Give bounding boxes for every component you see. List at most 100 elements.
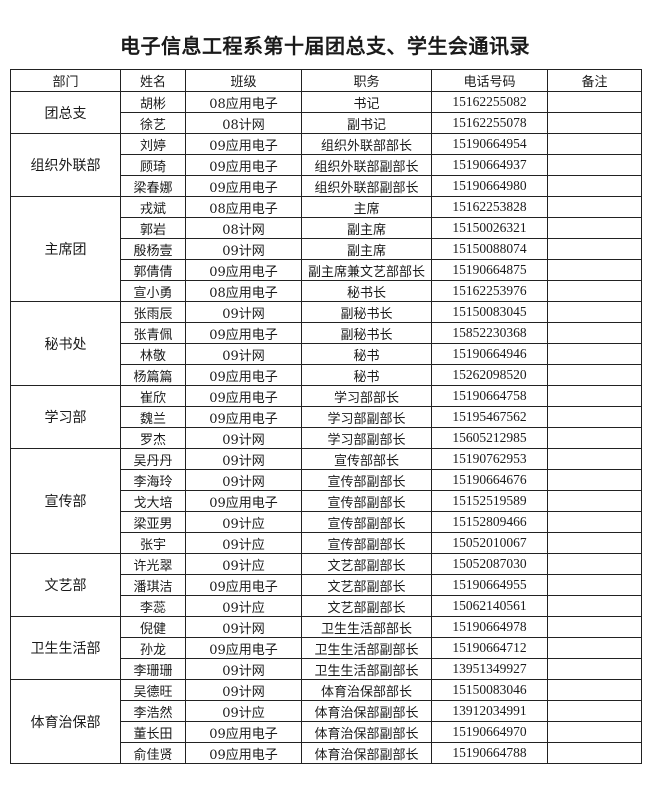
- note-cell: [547, 427, 642, 449]
- name-cell: 顾琦: [120, 154, 186, 176]
- name-cell: 罗杰: [120, 427, 186, 449]
- name-cell: 胡彬: [120, 91, 186, 113]
- note-cell: [547, 217, 642, 239]
- table-row: 宣小勇 08应用电子 秘书长 15162253976: [11, 280, 642, 302]
- name-cell: 倪健: [120, 616, 186, 638]
- name-cell: 吴德旺: [120, 679, 186, 701]
- header-class: 班级: [185, 69, 302, 92]
- table-row: 杨篇篇 09应用电子 秘书 15262098520: [11, 364, 642, 386]
- note-cell: [547, 343, 642, 365]
- note-cell: [547, 280, 642, 302]
- note-cell: [547, 595, 642, 617]
- class-cell: 08计网: [185, 217, 302, 239]
- phone-cell: 15190664676: [431, 469, 548, 491]
- phone-cell: 15190664946: [431, 343, 548, 365]
- role-cell: 卫生生活部副部长: [301, 658, 432, 680]
- note-cell: [547, 742, 642, 764]
- class-cell: 09应用电子: [185, 133, 302, 155]
- name-cell: 李海玲: [120, 469, 186, 491]
- name-cell: 崔欣: [120, 385, 186, 407]
- table-row: 学习部 崔欣 09应用电子 学习部部长 15190664758: [10, 385, 642, 449]
- role-cell: 书记: [301, 91, 432, 113]
- class-cell: 09应用电子: [185, 742, 302, 764]
- phone-cell: 15190664788: [431, 742, 548, 764]
- class-cell: 08应用电子: [185, 280, 302, 302]
- phone-cell: 15052087030: [431, 553, 548, 575]
- phone-cell: 15190664712: [431, 637, 548, 659]
- phone-cell: 15190664758: [431, 385, 548, 407]
- name-cell: 张青佩: [120, 322, 186, 344]
- name-cell: 戎斌: [120, 196, 186, 218]
- name-cell: 梁春娜: [120, 175, 186, 197]
- role-cell: 学习部副部长: [301, 427, 432, 449]
- phone-cell: 15190664937: [431, 154, 548, 176]
- contact-table: 部门 姓名 班级 职务 电话号码 备注 团总支 胡彬 08应用电子 书记 1516225…: [10, 69, 642, 764]
- table-row: 李浩然 09计应 体育治保部副部长 13912034991: [11, 700, 642, 722]
- phone-cell: 15052010067: [431, 532, 548, 554]
- name-cell: 林敬: [120, 343, 186, 365]
- phone-cell: 15190664978: [431, 616, 548, 638]
- name-cell: 许光翠: [120, 553, 186, 575]
- phone-cell: 15162253976: [431, 280, 548, 302]
- class-cell: 09应用电子: [185, 154, 302, 176]
- phone-cell: 15190762953: [431, 448, 548, 470]
- class-cell: 09计应: [185, 532, 302, 554]
- table-row: 宣传部 吴丹丹 09计网 宣传部部长 15190762953: [10, 448, 642, 554]
- table-row: 董长田 09应用电子 体育治保部副部长 15190664970: [11, 721, 642, 743]
- class-cell: 09应用电子: [185, 259, 302, 281]
- note-cell: [547, 637, 642, 659]
- role-cell: 体育治保部副部长: [301, 721, 432, 743]
- role-cell: 副书记: [301, 112, 432, 134]
- note-cell: [547, 574, 642, 596]
- class-cell: 09应用电子: [185, 574, 302, 596]
- name-cell: 殷杨壹: [120, 238, 186, 260]
- role-cell: 宣传部副部长: [301, 490, 432, 512]
- note-cell: [547, 406, 642, 428]
- note-cell: [547, 133, 642, 155]
- role-cell: 组织外联部副部长: [301, 175, 432, 197]
- name-cell: 李浩然: [120, 700, 186, 722]
- phone-cell: 15062140561: [431, 595, 548, 617]
- class-cell: 09应用电子: [185, 637, 302, 659]
- note-cell: [547, 553, 642, 575]
- role-cell: 宣传部副部长: [301, 532, 432, 554]
- note-cell: [547, 469, 642, 491]
- phone-cell: 15150083045: [431, 301, 548, 323]
- name-cell: 李蕊: [120, 595, 186, 617]
- note-cell: [547, 238, 642, 260]
- phone-cell: 15190664954: [431, 133, 548, 155]
- phone-cell: 15150088074: [431, 238, 548, 260]
- class-cell: 09应用电子: [185, 364, 302, 386]
- class-cell: 09计应: [185, 553, 302, 575]
- role-cell: 卫生生活部部长: [301, 616, 432, 638]
- class-cell: 09应用电子: [185, 175, 302, 197]
- name-cell: 潘琪洁: [120, 574, 186, 596]
- note-cell: [547, 700, 642, 722]
- name-cell: 徐艺: [120, 112, 186, 134]
- note-cell: [547, 175, 642, 197]
- class-cell: 09计网: [185, 427, 302, 449]
- role-cell: 秘书长: [301, 280, 432, 302]
- header-name: 姓名: [120, 69, 186, 92]
- note-cell: [547, 448, 642, 470]
- role-cell: 组织外联部部长: [301, 133, 432, 155]
- dept-cell: 主席团: [10, 196, 121, 302]
- role-cell: 宣传部副部长: [301, 511, 432, 533]
- phone-cell: 15190664875: [431, 259, 548, 281]
- name-cell: 杨篇篇: [120, 364, 186, 386]
- table-row: 组织外联部 刘婷 09应用电子 组织外联部部长 15190664954: [10, 133, 642, 197]
- role-cell: 副主席: [301, 217, 432, 239]
- header-row: 部门 姓名 班级 职务 电话号码 备注: [10, 69, 642, 92]
- class-cell: 09计网: [185, 616, 302, 638]
- page-title: 电子信息工程系第十届团总支、学生会通讯录: [120, 34, 530, 58]
- note-cell: [547, 91, 642, 113]
- class-cell: 09计网: [185, 238, 302, 260]
- phone-cell: 15150083046: [431, 679, 548, 701]
- phone-cell: 15190664970: [431, 721, 548, 743]
- class-cell: 09应用电子: [185, 385, 302, 407]
- role-cell: 体育治保部副部长: [301, 700, 432, 722]
- dept-cell: 组织外联部: [10, 133, 121, 197]
- name-cell: 李珊珊: [120, 658, 186, 680]
- table-row: 戈大培 09应用电子 宣传部副部长 15152519589: [11, 490, 642, 512]
- class-cell: 09计网: [185, 469, 302, 491]
